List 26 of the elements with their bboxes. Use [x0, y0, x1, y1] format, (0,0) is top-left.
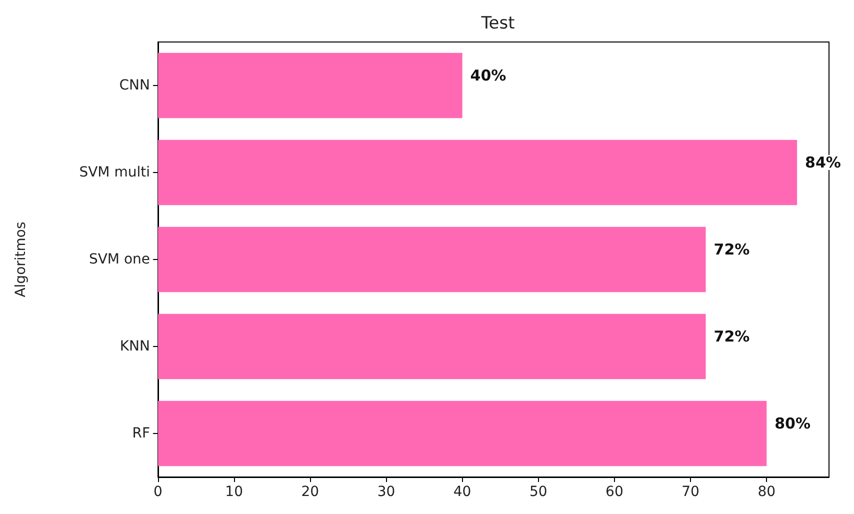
- x-tick-label: 50: [529, 484, 548, 500]
- bar: [158, 226, 706, 292]
- x-tick-label: 20: [301, 484, 320, 500]
- data-label: 40%: [470, 66, 506, 84]
- x-tick-label: 40: [453, 484, 472, 500]
- y-axis-title: Algoritmos: [13, 222, 29, 298]
- data-label: 84%: [805, 154, 841, 172]
- data-label: 80%: [774, 414, 811, 432]
- x-tick-label: 60: [606, 484, 624, 500]
- x-tick-label: 70: [682, 484, 700, 500]
- y-tick-label: RF: [132, 426, 150, 442]
- x-tick-label: 30: [377, 484, 396, 500]
- x-tick-label: 80: [758, 484, 776, 500]
- bar: [158, 140, 798, 206]
- y-tick-label: SVM multi: [79, 164, 150, 180]
- y-tick-label: CNN: [119, 78, 150, 94]
- data-label: 72%: [714, 328, 750, 346]
- data-label: 72%: [714, 240, 750, 258]
- bar: [158, 52, 462, 118]
- x-tick-label: 0: [154, 484, 162, 500]
- chart-title: Test: [480, 14, 516, 34]
- x-tick-label: 10: [225, 484, 243, 500]
- bar: [158, 314, 706, 380]
- bar: [158, 400, 767, 466]
- y-tick-label: SVM one: [88, 252, 150, 268]
- y-tick-label: KNN: [120, 338, 150, 354]
